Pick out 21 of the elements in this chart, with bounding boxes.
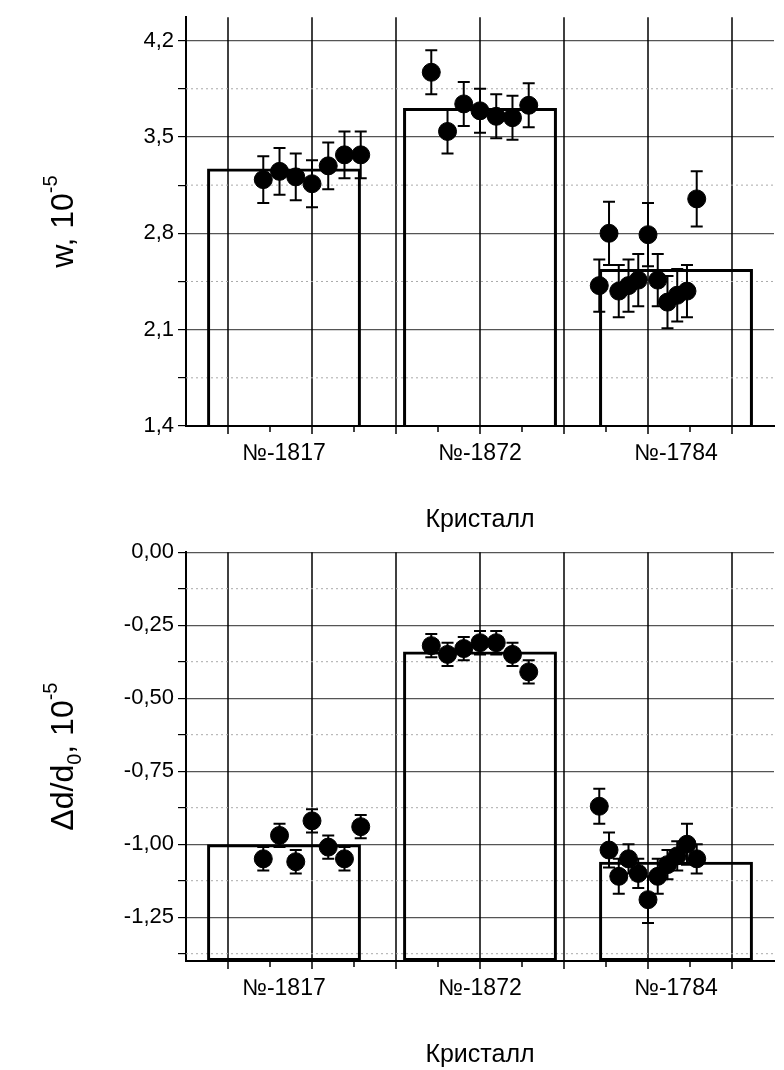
x-tick-label: №-1872 (438, 439, 522, 466)
y-tick-label: 2,8 (143, 219, 174, 245)
y-axis-title: w, 10-5 (39, 175, 80, 269)
y-tick-label: -1,00 (123, 830, 174, 856)
x-tick-label: №-1817 (242, 974, 326, 1001)
x-axis-title: Кристалл (425, 1038, 535, 1067)
y-tick-label: -0,50 (123, 684, 174, 710)
y-tick-label: -1,25 (123, 903, 174, 929)
y-tick-label: 4,2 (143, 26, 174, 52)
y-tick-label: 2,1 (143, 315, 174, 341)
y-tick-label: -0,25 (123, 611, 174, 637)
y-tick-label: 1,4 (143, 412, 174, 438)
y-tick-label: -0,75 (123, 757, 174, 783)
x-tick-label: №-1872 (438, 974, 522, 1001)
x-tick-label: №-1817 (242, 439, 326, 466)
x-tick-label: №-1784 (634, 974, 718, 1001)
x-tick-label: №-1784 (634, 439, 718, 466)
y-axis-title: Δd/d0, 10-5 (39, 682, 85, 831)
y-tick-label: 0,00 (131, 538, 174, 564)
x-axis-title: Кристалл (425, 503, 535, 532)
y-tick-label: 3,5 (143, 123, 174, 149)
